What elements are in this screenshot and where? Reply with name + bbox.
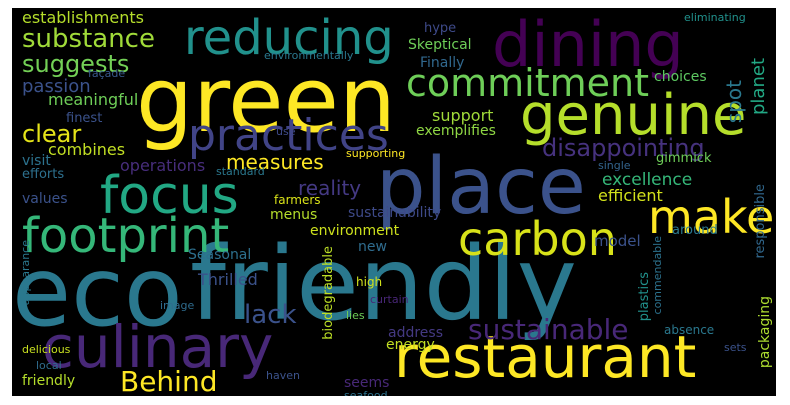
word-disappointing: disappointing (542, 134, 705, 162)
word-environment: environment (310, 223, 400, 239)
word-local: local (36, 359, 62, 372)
word-lies: lies (346, 309, 365, 322)
word-packaging: packaging (757, 296, 773, 369)
word-finest: finest (66, 111, 103, 126)
word-culinary: culinary (42, 313, 274, 381)
word-practices: practices (188, 110, 389, 161)
word-excellence: excellence (602, 170, 693, 190)
word-around: around (672, 223, 718, 238)
word-address: address (388, 325, 444, 341)
word-eco: eco (12, 236, 183, 348)
word-spot: spot (722, 80, 746, 124)
word-dining: dining (492, 8, 684, 81)
word-menus: menus (270, 207, 318, 223)
word-cloud: eco friendly green place dining restaura… (12, 8, 776, 396)
word-seafood: seafood (344, 389, 388, 396)
word-clear: clear (22, 120, 82, 148)
word-appearance: appearance (19, 240, 32, 306)
word-combines: combines (48, 140, 126, 159)
word-meaningful: meaningful (48, 90, 139, 109)
word-make: make (648, 190, 775, 244)
word-sustainable: sustainable (468, 313, 629, 346)
word-eliminating: eliminating (684, 11, 746, 24)
word-seems: seems (344, 375, 390, 391)
word-high: high (356, 275, 383, 289)
word-finally: Finally (420, 55, 465, 71)
word-hype: hype (424, 21, 457, 36)
word-seasonal: Seasonal (188, 247, 252, 263)
word-friendly: friendly (190, 225, 578, 344)
word-reality: reality (298, 176, 362, 200)
word-absence: absence (664, 323, 715, 337)
word-establishments: establishments (22, 8, 144, 27)
word-efficient: efficient (598, 186, 663, 205)
word-footprint: footprint (22, 208, 230, 264)
word-planet: planet (748, 58, 769, 115)
word-exemplifies: exemplifies (416, 123, 496, 139)
word-single: single (598, 159, 631, 172)
word-reducing: reducing (184, 10, 394, 66)
word-sets: sets (724, 341, 747, 354)
word-support: support (432, 106, 494, 125)
word-biodegradable: biodegradable (321, 246, 336, 340)
word-gimmick: gimmick (656, 151, 712, 166)
word-skeptical: Skeptical (408, 37, 472, 53)
word-green: green (136, 48, 396, 153)
word-haven: haven (266, 369, 300, 382)
word-delicious: delicious (22, 343, 71, 356)
word-carbon: carbon (458, 212, 617, 266)
word-farmers: farmers (274, 193, 321, 207)
word-lack: lack (244, 300, 297, 330)
word-place: place (376, 142, 586, 232)
word-environmentally: environmentally (264, 49, 354, 62)
word-measures: measures (226, 150, 324, 174)
word-genuine: genuine (520, 83, 747, 148)
word-new: new (358, 239, 387, 255)
word-focus: focus (100, 166, 239, 226)
word-passion: passion (22, 76, 91, 97)
word-model: model (594, 232, 641, 250)
word-thrilled: Thrilled (198, 270, 258, 289)
word-visit: visit (22, 153, 51, 169)
word-commendable: commendable (651, 236, 664, 315)
word-standard: standard (216, 165, 265, 178)
word-values: values (22, 191, 68, 207)
word-restaurant: restaurant (394, 323, 697, 391)
word-facade: façade (88, 67, 126, 80)
word-use: use (276, 125, 296, 138)
word-curtain: curtain (370, 293, 409, 306)
word-friendly-small: friendly (22, 373, 76, 389)
word-supporting: supporting (346, 147, 406, 160)
word-substance: substance (22, 24, 155, 54)
word-sustainability: sustainability (348, 205, 442, 221)
word-choices: choices (654, 69, 707, 85)
word-suggests: suggests (22, 50, 130, 78)
word-behind: Behind (120, 365, 218, 396)
word-commitment: commitment (406, 61, 650, 105)
word-plastics: plastics (637, 272, 652, 322)
word-operations: operations (120, 156, 206, 175)
word-image: image (160, 299, 195, 312)
word-responsible: responsible (753, 184, 768, 259)
word-efforts: efforts (22, 167, 65, 182)
word-energy: energy (386, 337, 435, 353)
